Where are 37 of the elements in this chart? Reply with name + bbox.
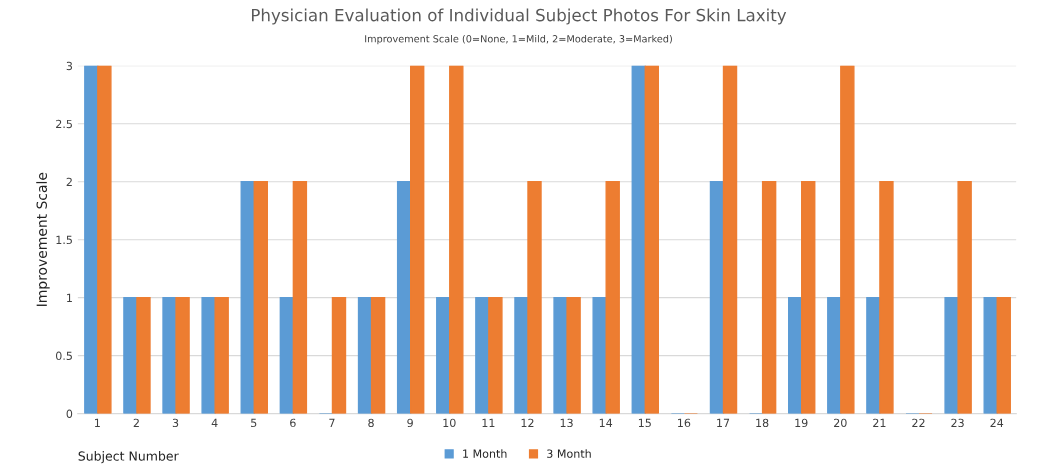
y-tick-label: 0.5 xyxy=(55,351,72,361)
x-tick-label: 14 xyxy=(599,418,613,427)
x-tick-label: 2 xyxy=(133,418,139,427)
x-tick-label: 19 xyxy=(795,418,808,428)
y-tick-label: 2 xyxy=(66,177,72,186)
x-tick-label: 5 xyxy=(251,418,257,428)
y-tick-label: 0 xyxy=(66,409,73,418)
x-tick-label: 13 xyxy=(560,418,573,428)
x-tick-label: 18 xyxy=(756,418,769,428)
x-tick-label: 10 xyxy=(443,418,456,428)
x-tick-label: 12 xyxy=(521,418,534,427)
x-tick-label: 4 xyxy=(211,418,218,427)
chart-subtitle: Improvement Scale (0=None, 1=Mild, 2=Moderate, 3=Marked) xyxy=(365,34,672,45)
x-tick-label: 9 xyxy=(407,418,413,428)
y-tick-label: 3 xyxy=(66,61,73,71)
x-tick-label: 22 xyxy=(912,418,925,427)
x-tick-label: 6 xyxy=(290,418,296,428)
x-tick-label: 17 xyxy=(717,418,730,427)
x-tick-label: 21 xyxy=(873,418,886,427)
x-tick-label: 7 xyxy=(329,418,335,427)
x-tick-label: 23 xyxy=(951,418,964,428)
y-tick-label: 2.5 xyxy=(56,119,72,129)
legend-label: 3 Month xyxy=(547,449,591,458)
y-axis-title: Improvement Scale xyxy=(36,172,50,306)
x-tick-label: 1 xyxy=(95,418,100,427)
legend-label: 1 Month xyxy=(463,449,507,458)
x-tick-label: 11 xyxy=(482,418,495,427)
x-tick-label: 3 xyxy=(172,418,179,428)
x-tick-label: 20 xyxy=(834,418,847,428)
y-tick-label: 1 xyxy=(67,293,72,302)
y-tick-label: 1.5 xyxy=(56,235,72,245)
x-tick-label: 16 xyxy=(678,418,691,428)
x-axis-title: Subject Number xyxy=(78,451,179,464)
x-tick-label: 24 xyxy=(990,418,1004,427)
chart-title: Physician Evaluation of Individual Subject Photos For Skin Laxity xyxy=(251,8,787,25)
x-tick-label: 15 xyxy=(638,418,651,428)
x-tick-label: 8 xyxy=(368,418,374,428)
